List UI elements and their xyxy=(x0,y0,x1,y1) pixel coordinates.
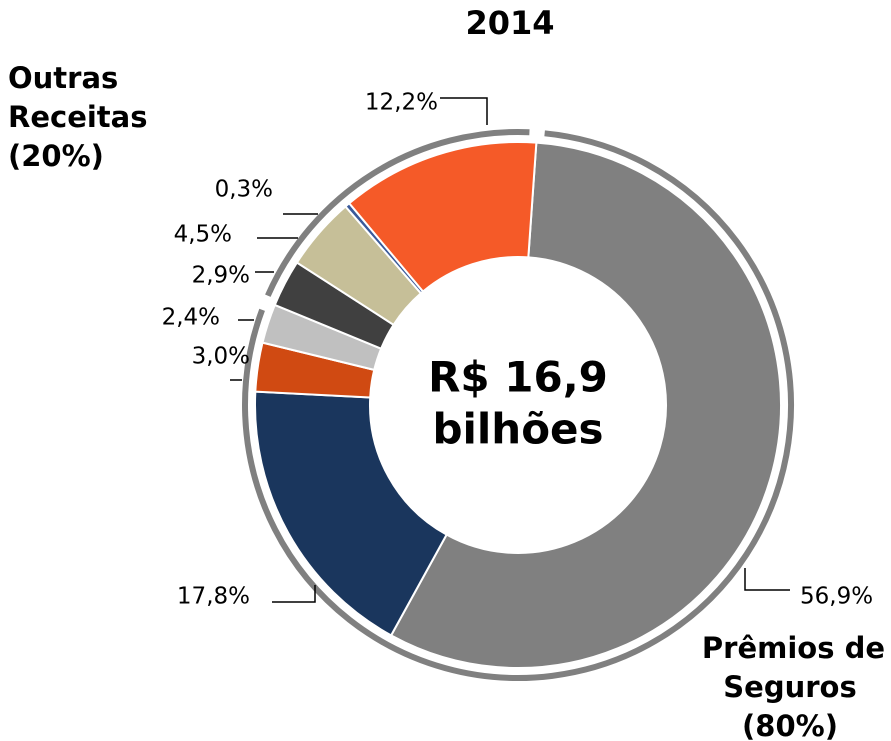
value-label: 2,9% xyxy=(192,263,250,289)
center-label: R$ 16,9 xyxy=(428,353,608,402)
donut-segment xyxy=(389,141,782,669)
group-label: Prêmios de xyxy=(702,631,885,665)
value-label: 4,5% xyxy=(174,222,232,248)
group-label: (80%) xyxy=(742,709,838,741)
value-label: 3,0% xyxy=(192,344,250,370)
leader-line xyxy=(272,585,316,603)
group-ring xyxy=(242,130,794,681)
value-label: 56,9% xyxy=(800,584,873,610)
center-label: bilhões xyxy=(432,405,603,454)
value-label: 12,2% xyxy=(365,90,438,116)
group-label: Outras xyxy=(8,61,118,95)
leader-line xyxy=(440,97,488,125)
group-label: Receitas xyxy=(8,100,148,134)
value-label: 17,8% xyxy=(177,584,250,610)
donut-segment xyxy=(347,141,538,293)
chart-title: 2014 xyxy=(465,4,554,42)
donut-segment xyxy=(253,390,448,637)
leader-line xyxy=(744,568,790,591)
value-label: 0,3% xyxy=(215,177,273,203)
value-label: 2,4% xyxy=(162,305,220,331)
group-label: (20%) xyxy=(8,139,104,173)
group-ring xyxy=(265,129,530,297)
group-label: Seguros xyxy=(723,670,856,704)
